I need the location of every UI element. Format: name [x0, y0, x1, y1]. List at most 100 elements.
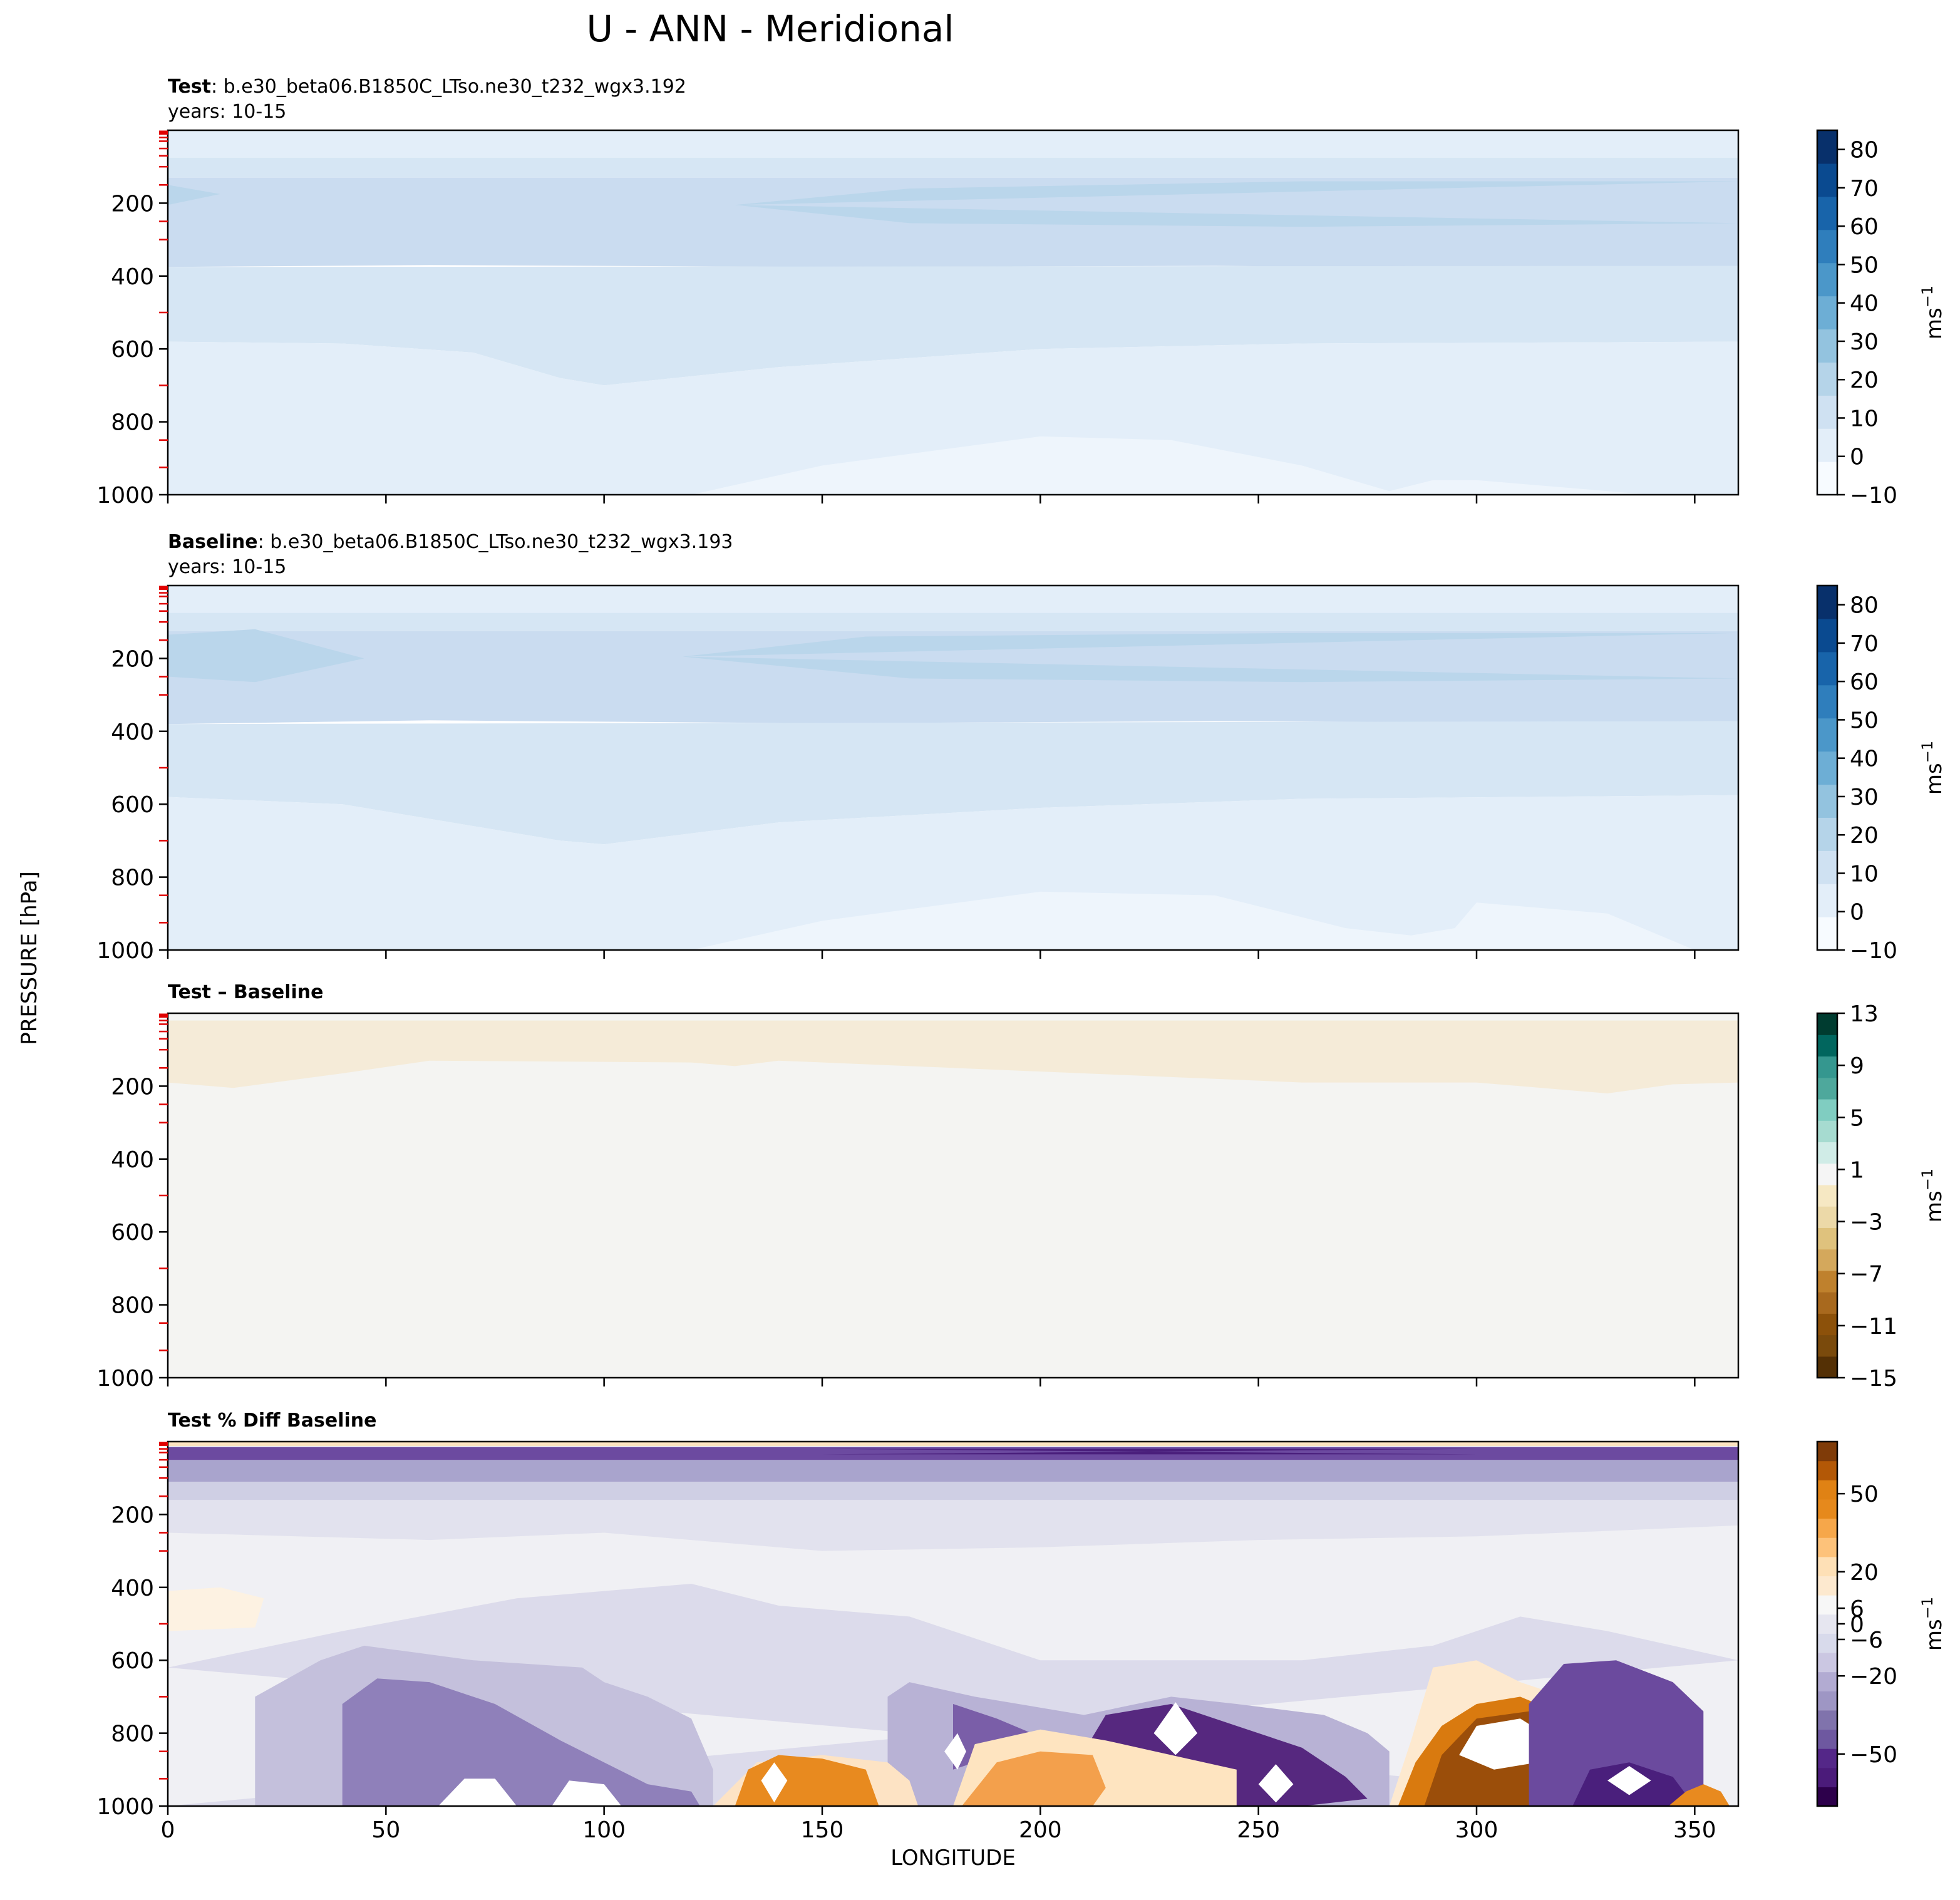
colorbar-unit-base: ms — [1922, 1619, 1947, 1651]
colorbar-swatch — [1817, 618, 1837, 653]
colorbar-tick-label: 0 — [1850, 1612, 1864, 1638]
colorbar: −15 −11 −7 −3 1 5 9 13 ms−1 — [1816, 1001, 1947, 1391]
colorbar-swatch — [1817, 917, 1837, 951]
colorbar-swatch — [1817, 718, 1837, 752]
y-tick-label: 400 — [111, 1147, 154, 1173]
colorbar-tick-label: 70 — [1850, 631, 1879, 657]
colorbar-unit-exponent: −1 — [1919, 286, 1936, 307]
colorbar-swatch — [1817, 1206, 1837, 1228]
y-tick-label: 800 — [111, 410, 154, 436]
y-tick-label: 400 — [111, 720, 154, 745]
x-tick-label: 250 — [1237, 1817, 1280, 1843]
colorbar-tick-label: 20 — [1850, 1560, 1879, 1586]
colorbar-swatch — [1817, 1691, 1837, 1711]
colorbar-swatch — [1817, 1184, 1837, 1207]
colorbar-swatch — [1817, 850, 1837, 884]
contour-fill — [168, 586, 1738, 950]
colorbar-unit-exponent: −1 — [1919, 741, 1936, 763]
x-tick-label: 50 — [371, 1817, 400, 1843]
colorbar-swatch — [1817, 1595, 1837, 1615]
colorbar-tick-label: 50 — [1850, 1482, 1879, 1507]
panel-title: Test – Baseline — [168, 981, 324, 1003]
panel-title: Baseline: b.e30_beta06.B1850C_LTso.ne30_… — [168, 531, 733, 553]
y-tick-label: 800 — [111, 865, 154, 891]
colorbar-unit-exponent: −1 — [1919, 1169, 1936, 1190]
contour-band — [168, 1442, 1738, 1446]
colorbar-swatch — [1817, 1633, 1837, 1653]
colorbar-swatch — [1817, 462, 1837, 495]
colorbar-tick-label: 50 — [1850, 708, 1879, 733]
colorbar-swatch — [1817, 196, 1837, 230]
y-tick-label: 200 — [111, 191, 154, 217]
colorbar-swatch — [1817, 1292, 1837, 1314]
colorbar-swatch — [1817, 1518, 1837, 1538]
colorbar-swatch — [1817, 130, 1837, 164]
colorbar-swatch — [1817, 296, 1837, 330]
contour-band — [1668, 1784, 1730, 1806]
colorbar-tick-label: 30 — [1850, 329, 1879, 355]
colorbar-tick-label: 20 — [1850, 823, 1879, 849]
y-tick-label: 200 — [111, 1074, 154, 1100]
colorbar-unit-base: ms — [1922, 307, 1947, 339]
colorbar-swatch — [1817, 1227, 1837, 1250]
contour-fill — [168, 1013, 1738, 1378]
colorbar-swatch — [1817, 428, 1837, 462]
contour-band — [1153, 1702, 1198, 1755]
colorbar-swatch — [1817, 884, 1837, 917]
colorbar-tick-label: 80 — [1850, 593, 1879, 619]
y-tick-label: 600 — [111, 1220, 154, 1246]
colorbar-swatch — [1817, 784, 1837, 818]
colorbar-swatch — [1817, 1460, 1837, 1480]
contour-band — [168, 157, 1738, 178]
colorbar-swatch — [1817, 1313, 1837, 1336]
contour-band — [961, 1751, 1106, 1806]
contour-band — [1607, 1766, 1651, 1795]
colorbar-tick-label: 5 — [1850, 1105, 1864, 1131]
colorbar-unit: ms−1 — [1919, 1169, 1947, 1222]
colorbar-swatch — [1817, 1499, 1837, 1519]
colorbar-swatch — [1817, 586, 1837, 619]
colorbar-swatch — [1817, 1163, 1837, 1185]
colorbar-swatch — [1817, 329, 1837, 363]
y-tick-label: 1000 — [96, 1794, 154, 1820]
y-tick-label: 200 — [111, 1502, 154, 1528]
colorbar-swatch — [1817, 1013, 1837, 1035]
colorbar-swatch — [1817, 684, 1837, 719]
colorbar-swatch — [1817, 395, 1837, 429]
colorbar-swatch — [1817, 1767, 1837, 1787]
contour-band — [168, 612, 1738, 631]
colorbar-tick-label: −11 — [1850, 1314, 1897, 1340]
contour-band — [168, 795, 1738, 950]
y-tick-label: 800 — [111, 1293, 154, 1319]
panel-title-bold: Test – Baseline — [168, 981, 324, 1003]
contour-band — [944, 1733, 966, 1770]
colorbar-tick-label: −7 — [1850, 1262, 1883, 1288]
colorbar-tick-label: 80 — [1850, 138, 1879, 163]
colorbar-tick-label: 40 — [1850, 291, 1879, 317]
contour-band — [691, 891, 1695, 950]
contour-band — [168, 1496, 1738, 1551]
colorbar-swatch — [1817, 651, 1837, 686]
colorbar-tick-label: −6 — [1850, 1628, 1883, 1653]
x-tick-label: 0 — [161, 1817, 175, 1843]
panel-years: years: 10-15 — [168, 556, 286, 578]
contour-band — [168, 629, 364, 683]
colorbar-swatch — [1817, 1537, 1837, 1557]
colorbar-swatch — [1817, 1356, 1837, 1378]
y-tick-label: 1000 — [96, 1366, 154, 1391]
panel-baseline: 200 400 600 800 1000 Baseline: b.e30_beta06.B… — [96, 531, 1947, 964]
y-tick-label: 200 — [111, 646, 154, 672]
panel-title-bold: Test % Diff Baseline — [168, 1410, 377, 1432]
colorbar-swatch — [1817, 1556, 1837, 1577]
colorbar-unit: ms−1 — [1919, 1597, 1947, 1651]
contour-band — [1258, 1764, 1294, 1803]
colorbar-unit-exponent: −1 — [1919, 1597, 1936, 1619]
contour-band — [168, 130, 1738, 158]
colorbar: −10 0 10 20 30 40 50 60 70 80 ms−1 — [1816, 129, 1947, 509]
y-tick-label: 600 — [111, 1648, 154, 1674]
y-tick-label: 1000 — [96, 938, 154, 964]
y-axis-label: PRESSURE [hPa] — [17, 871, 42, 1045]
y-tick-label: 600 — [111, 792, 154, 818]
